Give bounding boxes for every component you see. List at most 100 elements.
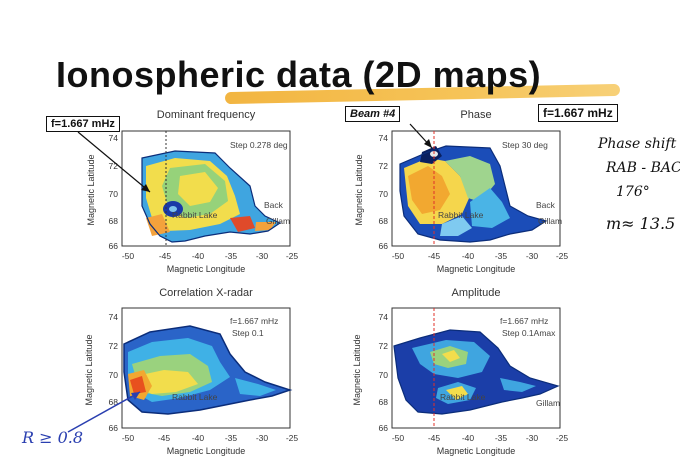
x-tick: -35	[225, 251, 238, 261]
x-axis-label: Magnetic Longitude	[167, 264, 246, 274]
y-tick: 68	[109, 397, 119, 407]
x-tick: -50	[392, 251, 405, 261]
y-tick: 70	[109, 370, 119, 380]
frequency-label: f=1.667 mHz	[500, 316, 548, 326]
x-tick: -35	[495, 251, 508, 261]
y-tick: 72	[109, 161, 119, 171]
x-tick: -30	[256, 251, 269, 261]
step-label: Step 0.278 deg	[230, 140, 288, 150]
x-tick: -35	[225, 433, 238, 443]
y-axis: 66 68 70 72 74 Magnetic Latitude	[352, 312, 388, 433]
x-tick: -25	[286, 251, 299, 261]
place-rabbit-lake: Rabbit Lake	[172, 392, 218, 402]
y-axis: 66 68 70 72 74 Magnetic Latitude	[84, 312, 118, 433]
y-tick: 66	[379, 423, 389, 433]
x-tick: -45	[428, 433, 441, 443]
step-label: Step 0.1	[232, 328, 264, 338]
x-tick: -45	[159, 251, 172, 261]
place-rabbit-lake: Rabbit Lake	[172, 210, 218, 220]
x-axis: -50 -45 -40 -35 -30 -25 Magnetic Longitu…	[122, 251, 299, 274]
y-tick: 66	[109, 423, 119, 433]
handwritten-m-value: m≈ 13.5	[606, 214, 676, 233]
x-tick: -35	[495, 433, 508, 443]
y-tick: 70	[109, 189, 119, 199]
y-axis-label: Magnetic Latitude	[354, 154, 364, 225]
amplitude-plot: Amplitude f=1.667 mHz Step 0.1Amax Rabbi…	[352, 287, 569, 456]
freq-callout-arrow	[77, 131, 151, 193]
y-axis: 66 68 70 72 74 Magnetic Latitude	[354, 133, 388, 251]
x-tick: -50	[122, 433, 135, 443]
beam-callout: Beam #4	[345, 106, 401, 122]
panel-amplitude: Amplitude f=1.667 mHz Step 0.1Amax Rabbi…	[350, 282, 580, 462]
place-back: Back	[536, 200, 556, 210]
contour-map	[399, 145, 548, 243]
contour-map	[141, 150, 282, 243]
frequency-label: f=1.667 mHz	[230, 316, 278, 326]
panel-title: Dominant frequency	[157, 109, 256, 121]
arrowhead-icon	[141, 184, 150, 192]
y-tick: 72	[109, 341, 119, 351]
handwritten-rab-bac: RAB - BAC	[606, 160, 680, 176]
phase-plot: Phase Step 30 deg Rabbit Lake Back Gilla…	[354, 109, 569, 274]
x-tick: -25	[286, 433, 299, 443]
y-tick: 74	[109, 312, 119, 322]
handwritten-phase-shift: Phase shift	[598, 136, 677, 152]
x-tick: -30	[526, 251, 539, 261]
x-tick: -30	[526, 433, 539, 443]
y-axis-label: Magnetic Latitude	[84, 334, 94, 405]
correlation-callout-arrow	[67, 391, 141, 433]
y-tick: 70	[379, 189, 389, 199]
x-axis-label: Magnetic Longitude	[437, 446, 516, 456]
panel-dominant-frequency: Dominant frequency Step 0.278 deg Rabbit…	[80, 106, 310, 281]
place-gillam: Gillam	[538, 216, 562, 226]
y-tick: 74	[379, 312, 389, 322]
place-gillam: Gillam	[536, 398, 560, 408]
x-axis-label: Magnetic Longitude	[167, 446, 246, 456]
step-label: Step 30 deg	[502, 140, 548, 150]
x-tick: -50	[392, 433, 405, 443]
x-tick: -40	[462, 433, 475, 443]
handwritten-angle: 176°	[616, 184, 650, 200]
correlation-plot: Correlation X-radar f=1.667 mHz Step 0.1…	[84, 287, 299, 456]
arrowhead-icon	[131, 392, 140, 400]
y-tick: 70	[379, 370, 389, 380]
x-tick: -50	[122, 251, 135, 261]
x-axis: -50 -45 -40 -35 -30 -25 Magnetic Longitu…	[392, 433, 569, 456]
panel-title: Correlation X-radar	[159, 287, 253, 299]
freq-callout-right: f=1.667 mHz	[538, 104, 618, 122]
y-axis-label: Magnetic Latitude	[86, 154, 96, 225]
y-tick: 68	[109, 216, 119, 226]
x-tick: -40	[462, 251, 475, 261]
panel-title: Amplitude	[452, 287, 501, 299]
place-rabbit-lake: Rabbit Lake	[440, 392, 486, 402]
x-tick: -40	[192, 251, 205, 261]
y-tick: 72	[379, 161, 389, 171]
x-tick: -25	[556, 433, 569, 443]
slide-title: Ionospheric data (2D maps)	[56, 54, 542, 95]
y-tick: 68	[379, 397, 389, 407]
y-tick: 74	[109, 133, 119, 143]
x-tick: -45	[428, 251, 441, 261]
y-tick: 72	[379, 341, 389, 351]
dominant-frequency-plot: Dominant frequency Step 0.278 deg Rabbit…	[86, 109, 299, 274]
step-label: Step 0.1Amax	[502, 328, 556, 338]
x-tick: -45	[158, 433, 171, 443]
freq-callout-left: f=1.667 mHz	[46, 116, 120, 132]
place-rabbit-lake: Rabbit Lake	[438, 210, 484, 220]
place-gillam: Gillam	[266, 216, 290, 226]
panel-phase: Phase Step 30 deg Rabbit Lake Back Gilla…	[350, 106, 580, 281]
place-back: Back	[264, 200, 284, 210]
y-axis-label: Magnetic Latitude	[352, 334, 362, 405]
handwritten-correlation: R ≥ 0.8	[22, 428, 84, 447]
contour-map	[123, 325, 293, 415]
x-tick: -30	[256, 433, 269, 443]
x-tick: -25	[556, 251, 569, 261]
panel-correlation: Correlation X-radar f=1.667 mHz Step 0.1…	[80, 282, 310, 462]
x-axis: -50 -45 -40 -35 -30 -25 Magnetic Longitu…	[392, 251, 569, 274]
panel-title: Phase	[460, 109, 491, 121]
y-tick: 68	[379, 216, 389, 226]
y-tick: 74	[379, 133, 389, 143]
y-axis: 66 68 70 72 74 Magnetic Latitude	[86, 133, 118, 251]
x-axis-label: Magnetic Longitude	[437, 264, 516, 274]
